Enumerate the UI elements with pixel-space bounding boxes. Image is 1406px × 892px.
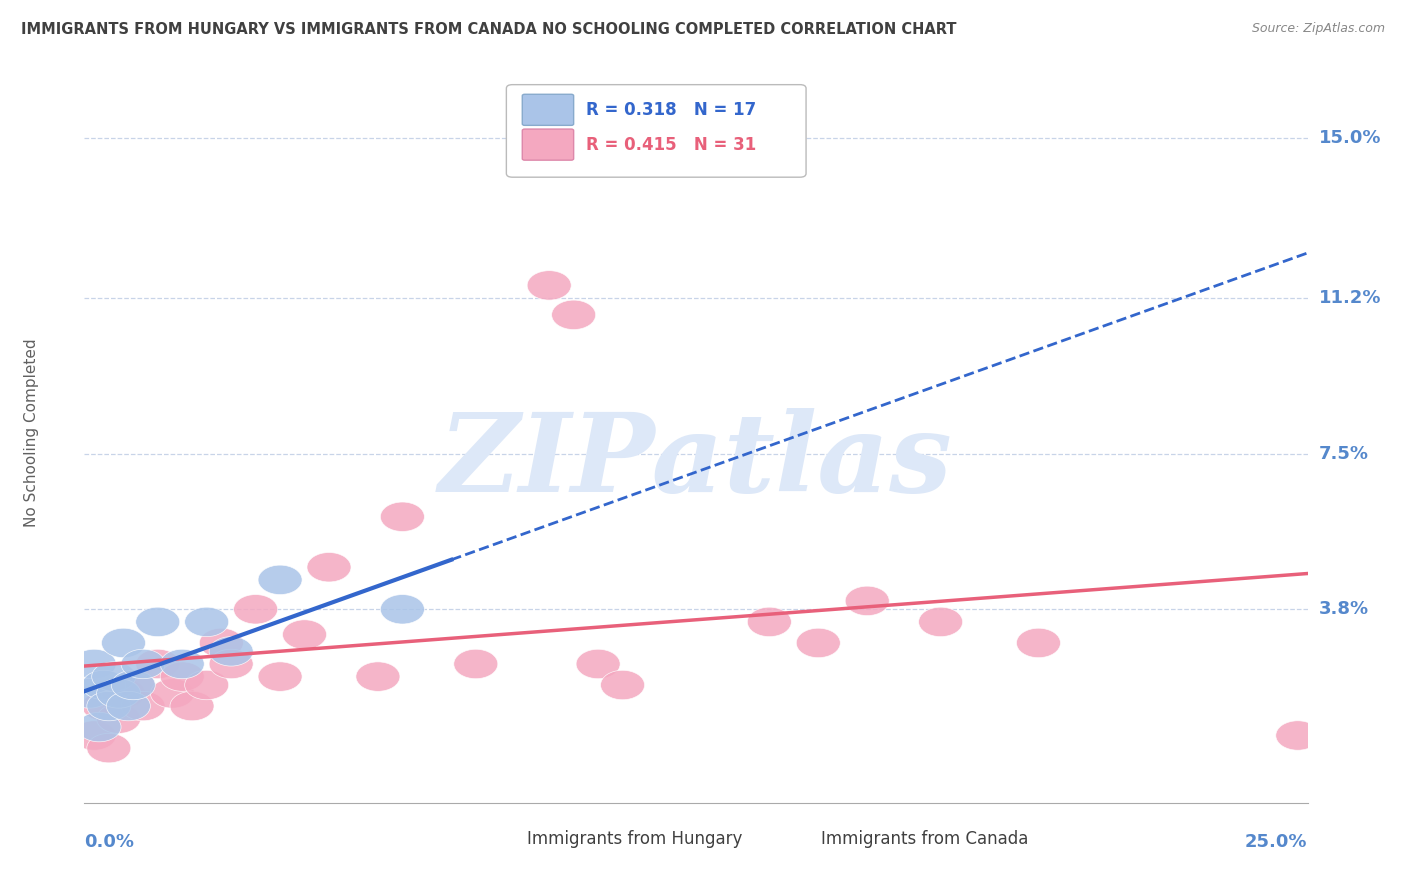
Text: 0.0%: 0.0%: [84, 833, 135, 851]
Ellipse shape: [97, 704, 141, 733]
Text: 11.2%: 11.2%: [1319, 289, 1381, 307]
Ellipse shape: [160, 662, 204, 691]
Ellipse shape: [72, 649, 117, 679]
Text: 3.8%: 3.8%: [1319, 600, 1369, 618]
Ellipse shape: [67, 679, 111, 708]
Ellipse shape: [184, 670, 229, 699]
Text: 15.0%: 15.0%: [1319, 129, 1381, 147]
Ellipse shape: [918, 607, 963, 637]
Ellipse shape: [121, 691, 165, 721]
Ellipse shape: [160, 649, 204, 679]
Ellipse shape: [101, 628, 146, 657]
Ellipse shape: [845, 586, 889, 615]
Ellipse shape: [72, 721, 117, 750]
Ellipse shape: [233, 595, 277, 624]
FancyBboxPatch shape: [479, 823, 519, 855]
Ellipse shape: [576, 649, 620, 679]
Ellipse shape: [101, 679, 146, 708]
Ellipse shape: [454, 649, 498, 679]
FancyBboxPatch shape: [522, 129, 574, 161]
Text: 7.5%: 7.5%: [1319, 444, 1368, 463]
FancyBboxPatch shape: [506, 85, 806, 178]
Ellipse shape: [111, 670, 155, 699]
Ellipse shape: [121, 649, 165, 679]
FancyBboxPatch shape: [522, 95, 574, 126]
Ellipse shape: [283, 620, 326, 649]
Ellipse shape: [136, 607, 180, 637]
Ellipse shape: [77, 713, 121, 742]
Ellipse shape: [200, 628, 243, 657]
Ellipse shape: [748, 607, 792, 637]
Ellipse shape: [527, 270, 571, 300]
Ellipse shape: [107, 691, 150, 721]
Ellipse shape: [259, 566, 302, 595]
Ellipse shape: [209, 649, 253, 679]
Ellipse shape: [97, 679, 141, 708]
Text: Immigrants from Canada: Immigrants from Canada: [821, 830, 1028, 848]
Ellipse shape: [87, 733, 131, 763]
Ellipse shape: [1017, 628, 1060, 657]
Ellipse shape: [381, 595, 425, 624]
Ellipse shape: [209, 637, 253, 666]
Ellipse shape: [259, 662, 302, 691]
Text: 25.0%: 25.0%: [1246, 833, 1308, 851]
Ellipse shape: [136, 649, 180, 679]
FancyBboxPatch shape: [773, 823, 813, 855]
Ellipse shape: [91, 662, 136, 691]
Text: No Schooling Completed: No Schooling Completed: [24, 338, 39, 527]
Ellipse shape: [307, 552, 352, 582]
Ellipse shape: [150, 679, 194, 708]
Text: Immigrants from Hungary: Immigrants from Hungary: [527, 830, 742, 848]
Text: R = 0.318   N = 17: R = 0.318 N = 17: [586, 101, 756, 119]
Ellipse shape: [600, 670, 644, 699]
Ellipse shape: [381, 502, 425, 532]
Text: IMMIGRANTS FROM HUNGARY VS IMMIGRANTS FROM CANADA NO SCHOOLING COMPLETED CORRELA: IMMIGRANTS FROM HUNGARY VS IMMIGRANTS FR…: [21, 22, 956, 37]
Ellipse shape: [796, 628, 841, 657]
Ellipse shape: [170, 691, 214, 721]
Ellipse shape: [1275, 721, 1320, 750]
Ellipse shape: [551, 300, 596, 329]
Text: ZIPatlas: ZIPatlas: [439, 409, 953, 516]
Ellipse shape: [82, 691, 127, 721]
Ellipse shape: [82, 670, 127, 699]
Ellipse shape: [87, 691, 131, 721]
Text: Source: ZipAtlas.com: Source: ZipAtlas.com: [1251, 22, 1385, 36]
Ellipse shape: [356, 662, 399, 691]
Ellipse shape: [111, 670, 155, 699]
Ellipse shape: [184, 607, 229, 637]
Text: R = 0.415   N = 31: R = 0.415 N = 31: [586, 136, 756, 153]
